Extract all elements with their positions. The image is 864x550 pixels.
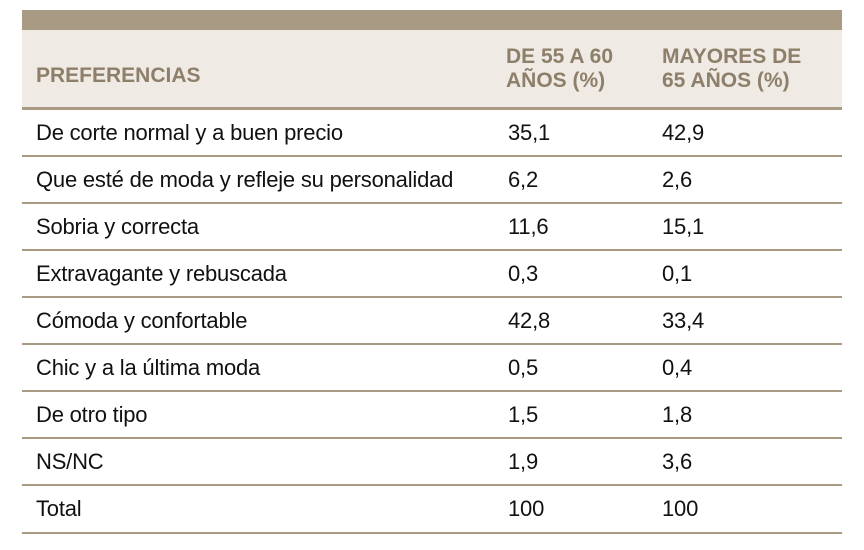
table-row: NS/NC 1,9 3,6 [22,439,842,486]
header-55-60-line2: AÑOS (%) [506,68,606,92]
table-row: De otro tipo 1,5 1,8 [22,392,842,439]
row-value-mayores-65: 0,1 [662,260,692,286]
header-mayores-65-line2: 65 AÑOS (%) [662,68,790,92]
row-label: Sobria y correcta [36,213,199,239]
row-value-mayores-65: 15,1 [662,213,705,239]
row-label: De otro tipo [36,401,148,427]
header-55-60-line1: DE 55 A 60 [506,44,613,68]
table-top-bar [22,10,842,30]
row-label: Cómoda y confortable [36,307,248,333]
table-header: PREFERENCIAS DE 55 A 60 AÑOS (%) MAYORES… [22,30,842,110]
header-mayores-65: MAYORES DE 65 AÑOS (%) [662,45,842,93]
header-mayores-65-line1: MAYORES DE [662,44,802,68]
row-label: Que esté de moda y refleje su personalid… [36,166,454,192]
row-value-mayores-65: 3,6 [662,448,692,474]
row-value-mayores-65: 2,6 [662,166,692,192]
row-value-mayores-65: 1,8 [662,401,692,427]
total-label: Total [36,496,82,521]
table-row: Chic y a la última moda 0,5 0,4 [22,345,842,392]
row-value-55-60: 1,9 [508,448,538,474]
row-value-55-60: 0,3 [508,260,538,286]
row-label: Chic y a la última moda [36,354,261,380]
table-row: De corte normal y a buen precio 35,1 42,… [22,110,842,157]
header-55-60: DE 55 A 60 AÑOS (%) [492,45,662,93]
total-value-mayores-65: 100 [662,496,699,521]
row-value-55-60: 1,5 [508,401,538,427]
row-value-55-60: 0,5 [508,354,538,380]
table-row: Que esté de moda y refleje su personalid… [22,157,842,204]
row-label: Extravagante y rebuscada [36,260,287,286]
row-label: NS/NC [36,448,104,474]
row-label: De corte normal y a buen precio [36,119,343,145]
table-row-total: Total 100 100 [22,486,842,534]
row-value-mayores-65: 33,4 [662,307,705,333]
total-value-55-60: 100 [508,496,545,521]
preferences-table: PREFERENCIAS DE 55 A 60 AÑOS (%) MAYORES… [22,10,842,534]
table-row: Sobria y correcta 11,6 15,1 [22,204,842,251]
row-value-mayores-65: 42,9 [662,119,705,145]
row-value-55-60: 42,8 [508,307,551,333]
table-row: Cómoda y confortable 42,8 33,4 [22,298,842,345]
header-preferencias: PREFERENCIAS [36,63,201,87]
table-row: Extravagante y rebuscada 0,3 0,1 [22,251,842,298]
row-value-55-60: 11,6 [508,213,549,239]
row-value-mayores-65: 0,4 [662,354,692,380]
row-value-55-60: 6,2 [508,166,538,192]
row-value-55-60: 35,1 [508,119,551,145]
